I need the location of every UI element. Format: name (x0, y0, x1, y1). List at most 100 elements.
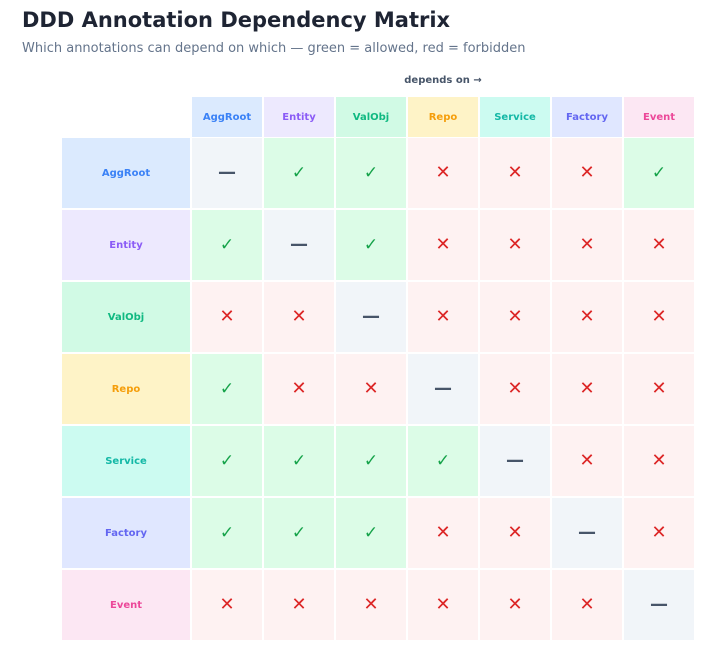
row-header-aggroot: AggRoot (62, 138, 190, 208)
matrix-cell-valobj-factory: ✕ (552, 282, 622, 352)
column-header-event: Event (624, 97, 694, 137)
matrix-cell-factory-valobj: ✓ (336, 498, 406, 568)
matrix-cell-repo-event: ✕ (624, 354, 694, 424)
cross-icon: ✕ (435, 234, 451, 255)
cross-icon: ✕ (651, 234, 667, 255)
matrix-cell-factory-event: ✕ (624, 498, 694, 568)
matrix-cell-service-entity: ✓ (264, 426, 334, 496)
matrix-cell-event-valobj: ✕ (336, 570, 406, 640)
matrix-cell-service-service: — (480, 426, 550, 496)
matrix-cell-entity-factory: ✕ (552, 210, 622, 280)
matrix-cell-factory-entity: ✓ (264, 498, 334, 568)
matrix-cell-repo-service: ✕ (480, 354, 550, 424)
cross-icon: ✕ (579, 306, 595, 327)
column-header-factory: Factory (552, 97, 622, 137)
matrix-cell-service-factory: ✕ (552, 426, 622, 496)
matrix-cell-service-valobj: ✓ (336, 426, 406, 496)
matrix-cell-service-repo: ✓ (408, 426, 478, 496)
matrix-cell-event-factory: ✕ (552, 570, 622, 640)
row-header-event: Event (62, 570, 190, 640)
column-header-valobj: ValObj (336, 97, 406, 137)
check-icon: ✓ (363, 522, 379, 543)
cross-icon: ✕ (219, 306, 235, 327)
row-header-factory: Factory (62, 498, 190, 568)
axis-label-depends-on: depends on → (404, 75, 482, 86)
page-subtitle: Which annotations can depend on which — … (22, 41, 526, 56)
cross-icon: ✕ (579, 234, 595, 255)
matrix-cell-valobj-entity: ✕ (264, 282, 334, 352)
matrix-cell-entity-repo: ✕ (408, 210, 478, 280)
check-icon: ✓ (291, 522, 307, 543)
matrix-cell-aggroot-event: ✓ (624, 138, 694, 208)
matrix-cell-aggroot-valobj: ✓ (336, 138, 406, 208)
matrix-cell-service-aggroot: ✓ (192, 426, 262, 496)
matrix-cell-valobj-event: ✕ (624, 282, 694, 352)
cross-icon: ✕ (507, 378, 523, 399)
matrix-cell-event-repo: ✕ (408, 570, 478, 640)
dash-icon: — (362, 306, 380, 327)
cross-icon: ✕ (219, 594, 235, 615)
cross-icon: ✕ (651, 306, 667, 327)
matrix-cell-aggroot-factory: ✕ (552, 138, 622, 208)
check-icon: ✓ (435, 450, 451, 471)
matrix-cell-valobj-aggroot: ✕ (192, 282, 262, 352)
matrix-cell-entity-aggroot: ✓ (192, 210, 262, 280)
cross-icon: ✕ (507, 594, 523, 615)
dash-icon: — (218, 162, 236, 183)
matrix-cell-entity-event: ✕ (624, 210, 694, 280)
cross-icon: ✕ (507, 162, 523, 183)
matrix-cell-valobj-service: ✕ (480, 282, 550, 352)
matrix-cell-repo-entity: ✕ (264, 354, 334, 424)
matrix-cell-factory-service: ✕ (480, 498, 550, 568)
dash-icon: — (434, 378, 452, 399)
check-icon: ✓ (363, 234, 379, 255)
matrix-cell-aggroot-service: ✕ (480, 138, 550, 208)
column-header-entity: Entity (264, 97, 334, 137)
cross-icon: ✕ (291, 378, 307, 399)
check-icon: ✓ (291, 162, 307, 183)
cross-icon: ✕ (651, 522, 667, 543)
matrix-cell-valobj-repo: ✕ (408, 282, 478, 352)
row-header-service: Service (62, 426, 190, 496)
matrix-cell-event-event: — (624, 570, 694, 640)
dash-icon: — (290, 234, 308, 255)
page-title: DDD Annotation Dependency Matrix (22, 8, 451, 32)
matrix-cell-entity-service: ✕ (480, 210, 550, 280)
cross-icon: ✕ (507, 522, 523, 543)
cross-icon: ✕ (579, 378, 595, 399)
matrix-cell-aggroot-aggroot: — (192, 138, 262, 208)
matrix-cell-event-aggroot: ✕ (192, 570, 262, 640)
matrix-cell-valobj-valobj: — (336, 282, 406, 352)
matrix-cell-event-service: ✕ (480, 570, 550, 640)
cross-icon: ✕ (363, 594, 379, 615)
dash-icon: — (650, 594, 668, 615)
matrix-cell-repo-valobj: ✕ (336, 354, 406, 424)
column-header-repo: Repo (408, 97, 478, 137)
check-icon: ✓ (219, 522, 235, 543)
matrix-cell-entity-entity: — (264, 210, 334, 280)
cross-icon: ✕ (363, 378, 379, 399)
cross-icon: ✕ (579, 162, 595, 183)
cross-icon: ✕ (507, 306, 523, 327)
check-icon: ✓ (363, 162, 379, 183)
column-header-service: Service (480, 97, 550, 137)
check-icon: ✓ (651, 162, 667, 183)
matrix-cell-service-event: ✕ (624, 426, 694, 496)
row-header-repo: Repo (62, 354, 190, 424)
row-header-valobj: ValObj (62, 282, 190, 352)
matrix-cell-repo-repo: — (408, 354, 478, 424)
row-header-entity: Entity (62, 210, 190, 280)
matrix-cell-repo-factory: ✕ (552, 354, 622, 424)
matrix-cell-factory-factory: — (552, 498, 622, 568)
cross-icon: ✕ (435, 306, 451, 327)
cross-icon: ✕ (579, 450, 595, 471)
cross-icon: ✕ (579, 594, 595, 615)
matrix-cell-entity-valobj: ✓ (336, 210, 406, 280)
check-icon: ✓ (363, 450, 379, 471)
dash-icon: — (578, 522, 596, 543)
matrix-cell-aggroot-repo: ✕ (408, 138, 478, 208)
matrix-cell-factory-repo: ✕ (408, 498, 478, 568)
check-icon: ✓ (219, 450, 235, 471)
matrix-cell-factory-aggroot: ✓ (192, 498, 262, 568)
cross-icon: ✕ (507, 234, 523, 255)
